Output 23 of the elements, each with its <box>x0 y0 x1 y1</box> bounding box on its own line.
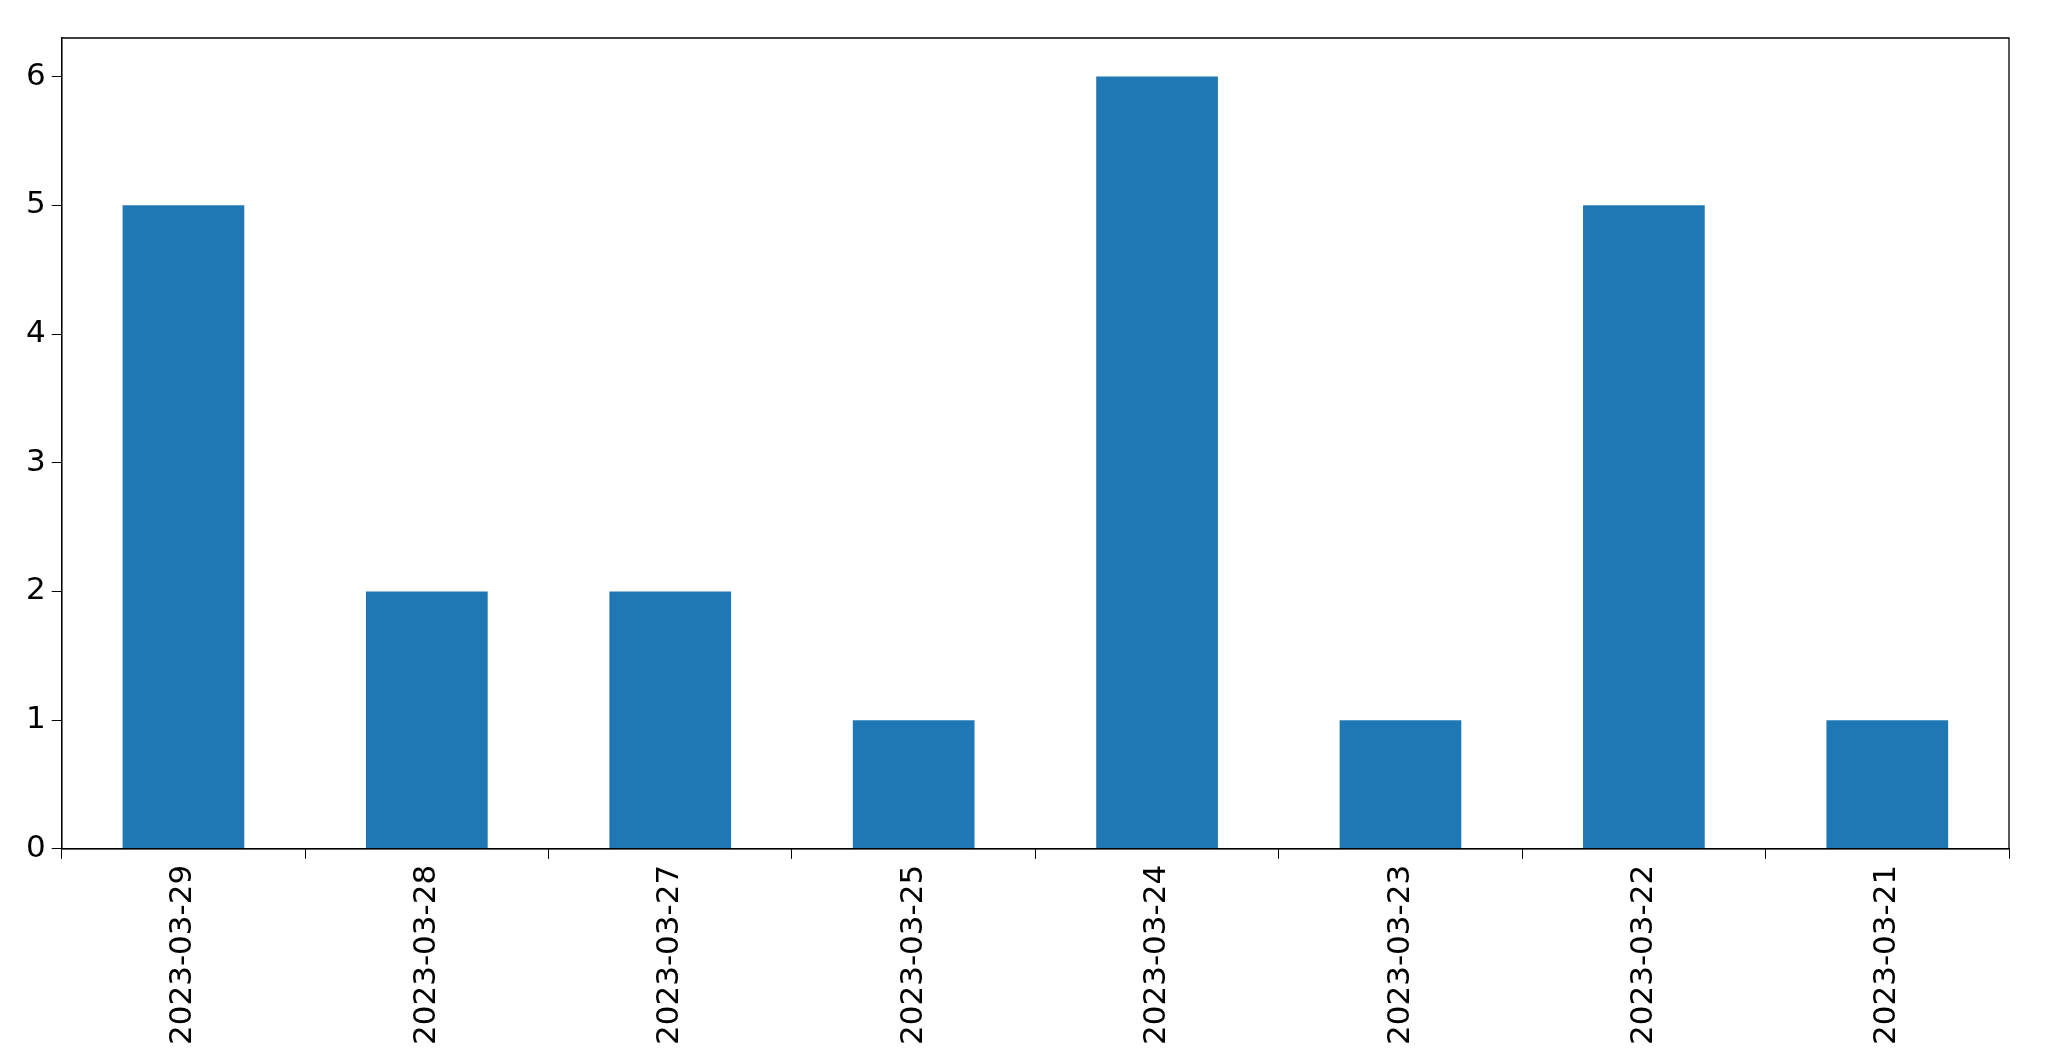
x-tick-label: 2023-03-24 <box>1136 864 1173 1046</box>
y-tick-label: 2 <box>25 570 46 607</box>
x-tick-label: 2023-03-25 <box>892 864 929 1046</box>
bar <box>365 591 488 849</box>
x-tick-label: 2023-03-22 <box>1622 864 1659 1046</box>
y-tick-label: 6 <box>25 55 46 92</box>
y-tick-label: 0 <box>25 827 46 864</box>
bar <box>1583 205 1705 849</box>
x-tick-label: 2023-03-21 <box>1866 864 1903 1046</box>
x-tick-label: 2023-03-29 <box>162 864 199 1046</box>
y-tick-label: 1 <box>25 699 46 736</box>
bar <box>1826 720 1949 849</box>
y-tick-label: 4 <box>25 313 46 350</box>
bar <box>609 591 732 849</box>
y-tick-label: 5 <box>25 184 46 221</box>
y-tick-label: 3 <box>25 441 46 478</box>
x-tick-label: 2023-03-27 <box>649 864 686 1046</box>
bar <box>1339 720 1462 849</box>
bar <box>1096 76 1218 849</box>
bar <box>122 205 245 849</box>
x-tick-label: 2023-03-23 <box>1379 864 1416 1046</box>
bar <box>852 720 975 849</box>
x-tick-label: 2023-03-28 <box>405 864 442 1046</box>
